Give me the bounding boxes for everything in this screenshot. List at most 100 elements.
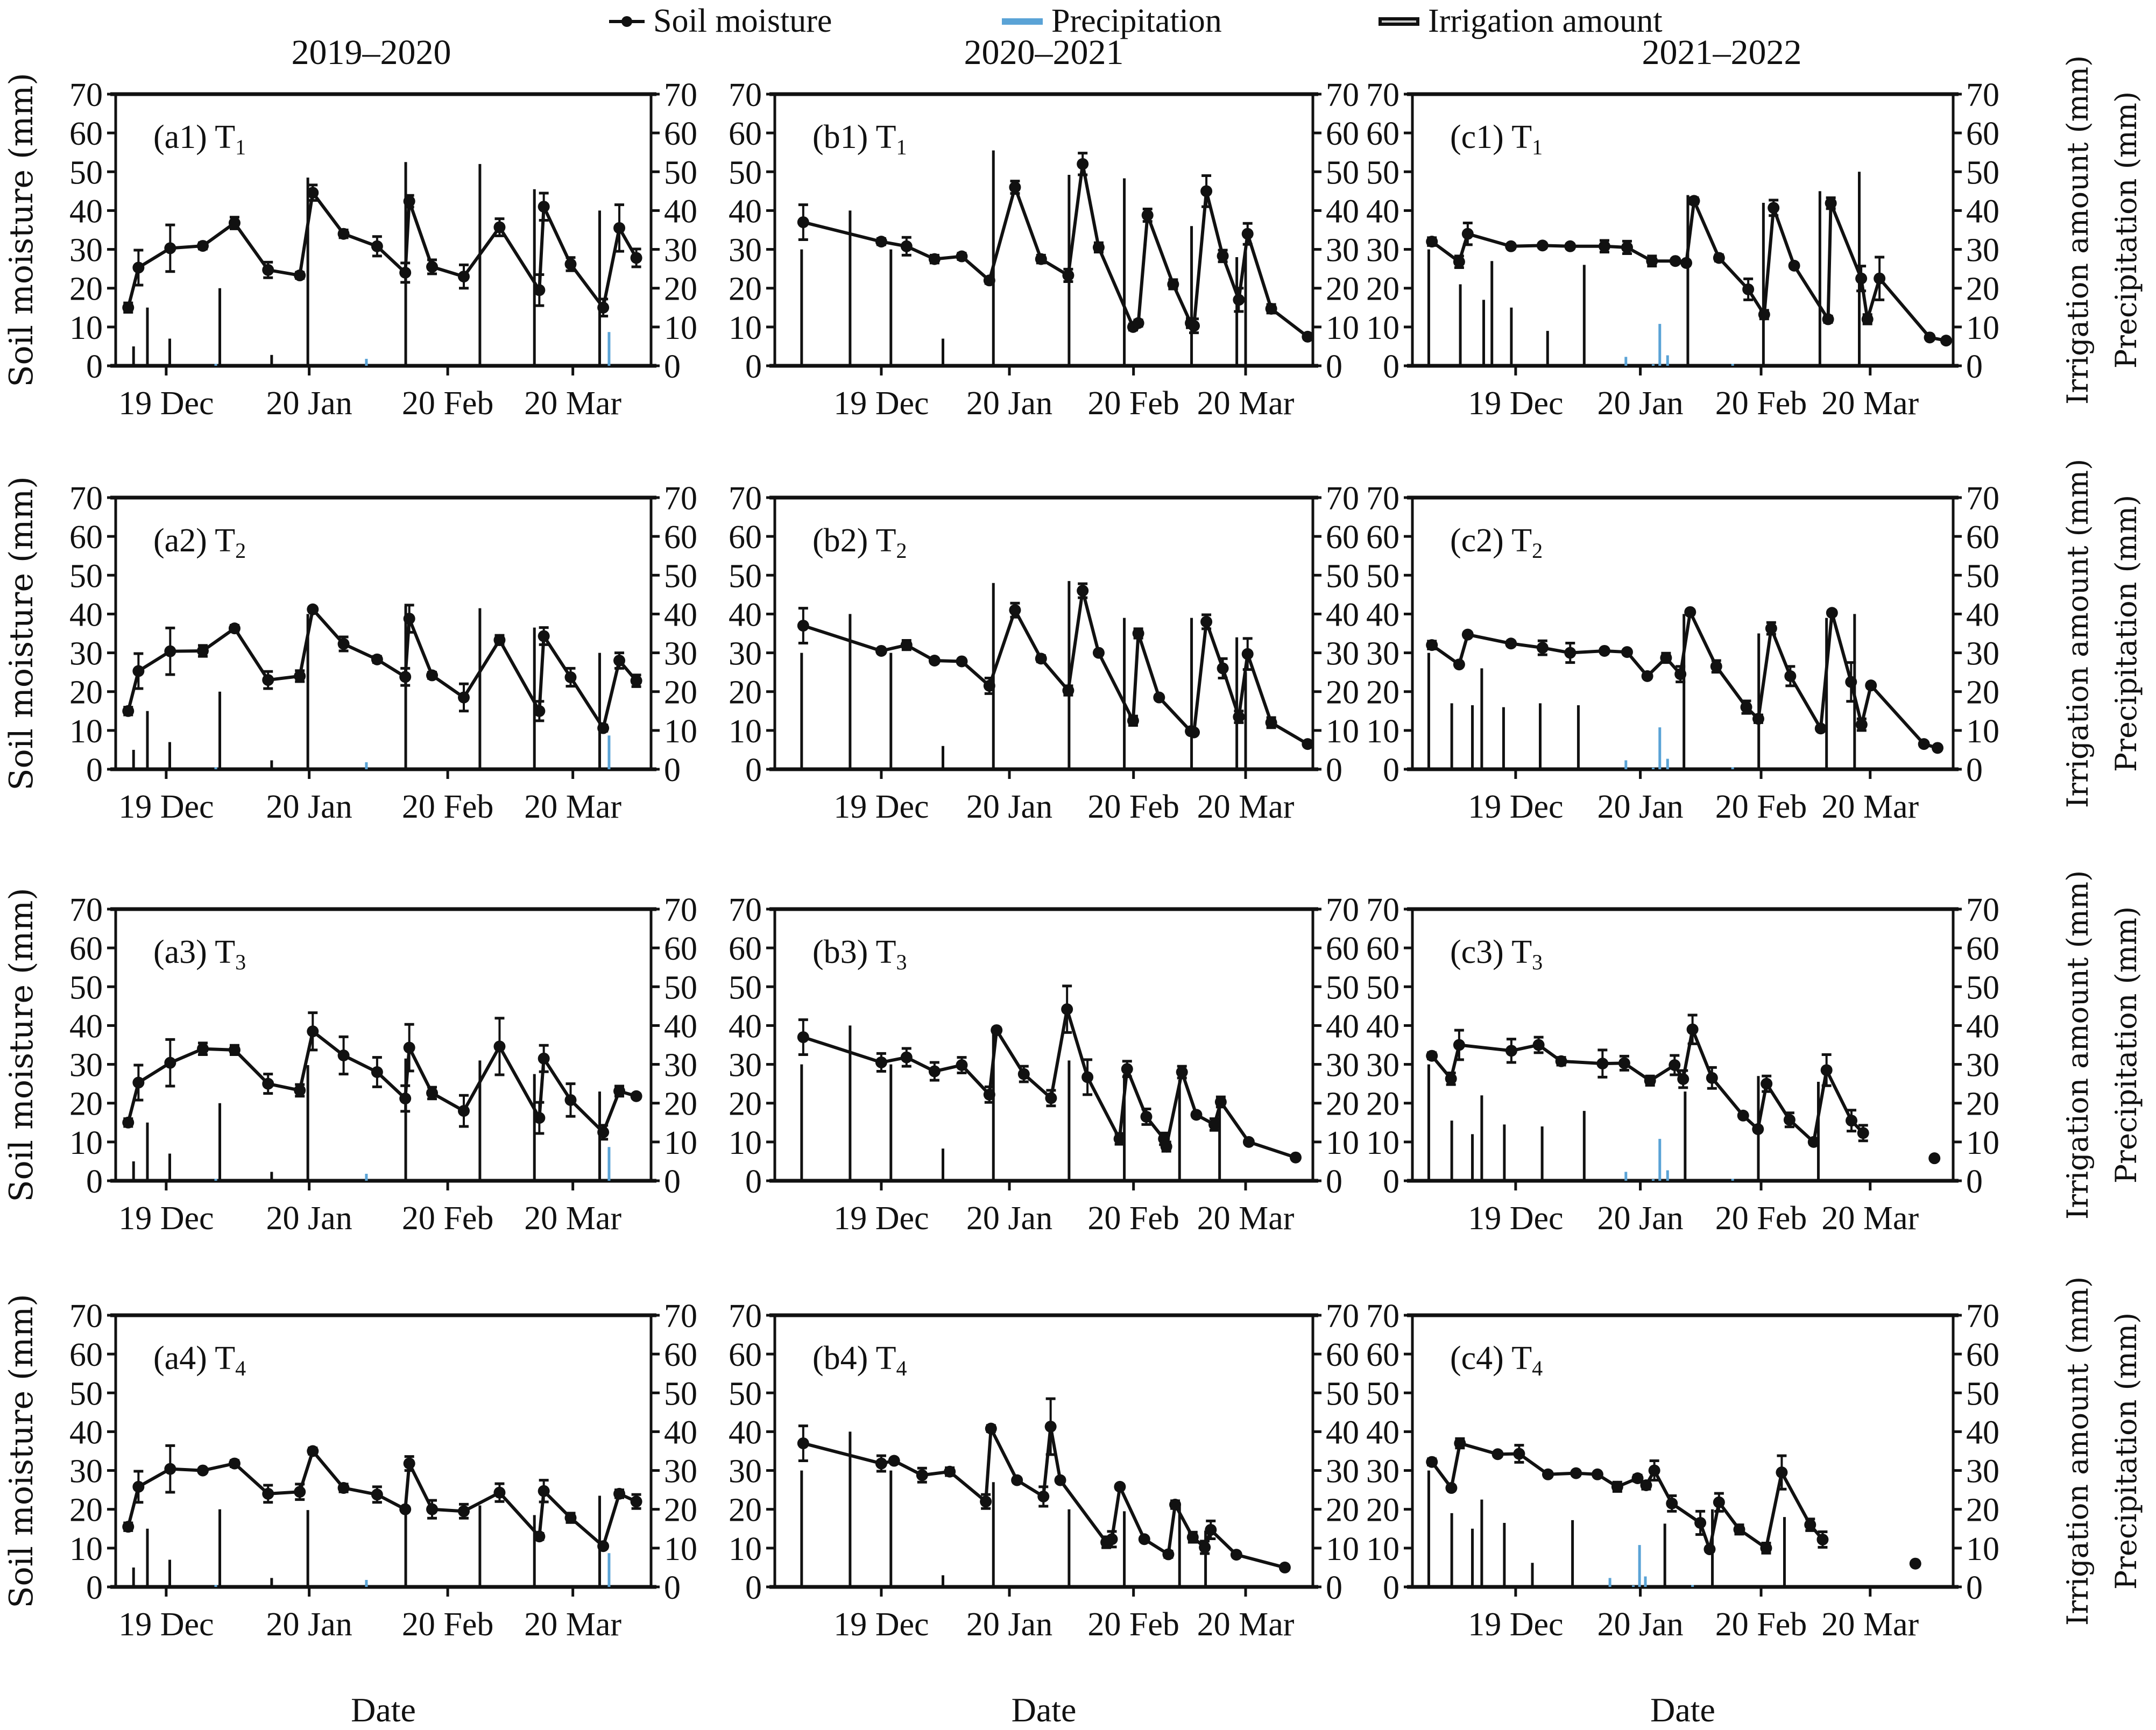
- soil-moisture-point: [1426, 1050, 1438, 1062]
- soil-moisture-point: [262, 264, 274, 276]
- panel-label-subscript: 2: [1532, 538, 1543, 563]
- panel-label: (b1) T1: [812, 119, 907, 159]
- y-tick-label-right: 40: [664, 1008, 697, 1045]
- soil-moisture-point: [1461, 228, 1474, 240]
- soil-moisture-line: [802, 590, 1309, 746]
- legend-label-soil-moisture: Soil moisture: [653, 3, 832, 39]
- y-tick-label-right: 40: [1966, 597, 1999, 633]
- x-tick-label: 20 Jan: [266, 1606, 352, 1643]
- soil-moisture-point: [900, 240, 913, 252]
- y-tick-label-right: 40: [664, 597, 697, 633]
- y-tick-label-left: 60: [1366, 931, 1399, 967]
- soil-moisture-point: [630, 252, 642, 264]
- x-tick-label: 19 Dec: [833, 1606, 929, 1643]
- soil-moisture-point: [983, 1088, 995, 1101]
- soil-moisture-point: [1153, 691, 1165, 704]
- soil-moisture-point: [1783, 1114, 1796, 1126]
- soil-moisture-point: [1536, 642, 1549, 654]
- y-tick-label-right: 70: [1326, 480, 1359, 517]
- soil-moisture-point: [1132, 627, 1144, 640]
- y-tick-label-left: 70: [69, 1298, 103, 1335]
- y-tick-label-right: 20: [664, 675, 697, 711]
- y-tick-label-left: 70: [69, 892, 103, 928]
- y-tick-label-left: 0: [1383, 349, 1399, 385]
- soil-moisture-point: [1426, 236, 1438, 248]
- soil-moisture-point: [1009, 604, 1021, 616]
- y-tick-label-right: 40: [1966, 1414, 1999, 1451]
- x-tick-label: 20 Feb: [1715, 1606, 1807, 1643]
- y-tick-label-left: 70: [729, 1298, 762, 1335]
- y-tick-label-right: 40: [1326, 597, 1359, 633]
- soil-moisture-point: [1505, 1045, 1517, 1057]
- x-tick-label: 20 Feb: [1087, 1200, 1179, 1237]
- soil-moisture-point: [875, 1457, 887, 1470]
- soil-moisture-point: [1758, 308, 1770, 321]
- y-tick-label-left: 30: [1366, 232, 1399, 269]
- soil-moisture-point: [1761, 1077, 1773, 1090]
- soil-moisture-point: [1054, 1474, 1066, 1486]
- y-axis-label-right-irrigation: Irrigation amount (mm): [2061, 55, 2095, 405]
- y-tick-label-right: 20: [1326, 1086, 1359, 1123]
- y-tick-label-right: 0: [1326, 1570, 1342, 1606]
- soil-moisture-point: [1188, 726, 1200, 739]
- soil-moisture-point: [262, 674, 274, 686]
- soil-moisture-point: [944, 1465, 956, 1478]
- y-tick-label-right: 60: [1966, 116, 1999, 152]
- y-tick-label-left: 60: [729, 116, 762, 152]
- soil-moisture-point: [1776, 1466, 1788, 1479]
- y-tick-label-left: 40: [69, 193, 103, 230]
- y-tick-label-left: 0: [1383, 1570, 1399, 1606]
- soil-moisture-point: [1591, 1468, 1603, 1480]
- soil-moisture-point: [1703, 1543, 1716, 1556]
- soil-moisture-point: [1598, 240, 1610, 252]
- y-tick-label-left: 0: [745, 1570, 762, 1606]
- soil-moisture-point: [1713, 1496, 1725, 1508]
- soil-moisture-point: [613, 1085, 626, 1097]
- soil-moisture-point: [399, 1503, 412, 1515]
- soil-moisture-point: [1621, 241, 1633, 253]
- y-tick-label-left: 0: [745, 1164, 762, 1200]
- y-tick-label-right: 20: [1966, 1492, 1999, 1529]
- y-tick-label-left: 50: [69, 154, 103, 191]
- soil-moisture-point: [1814, 722, 1827, 735]
- panel-label-subscript: 3: [1532, 950, 1543, 974]
- y-tick-label-left: 0: [86, 1164, 103, 1200]
- soil-moisture-point: [564, 258, 577, 270]
- precipitation-legend-icon: [1002, 18, 1043, 25]
- soil-moisture-point: [1092, 647, 1105, 659]
- y-tick-label-left: 60: [1366, 116, 1399, 152]
- y-tick-label-left: 70: [1366, 892, 1399, 928]
- y-tick-label-right: 50: [664, 154, 697, 191]
- panel-label: (a3) T3: [153, 934, 246, 974]
- y-tick-label-left: 10: [69, 310, 103, 346]
- y-tick-label-right: 50: [664, 1376, 697, 1412]
- soil-moisture-point: [1176, 1066, 1188, 1078]
- x-tick-label: 20 Feb: [402, 789, 494, 825]
- y-axis-label-right-precipitation: Precipitation (mm): [2109, 91, 2143, 368]
- soil-moisture-point: [403, 1457, 415, 1470]
- y-tick-label-right: 50: [1326, 1376, 1359, 1412]
- y-tick-label-right: 0: [664, 752, 681, 789]
- x-tick-label: 20 Feb: [402, 385, 494, 422]
- y-tick-label-left: 50: [729, 558, 762, 594]
- y-tick-label-left: 40: [729, 1008, 762, 1045]
- y-tick-label-left: 50: [69, 558, 103, 594]
- y-tick-label-right: 50: [1326, 558, 1359, 594]
- y-tick-label-right: 70: [664, 892, 697, 928]
- soil-moisture-point: [1132, 317, 1144, 329]
- y-tick-label-left: 30: [69, 636, 103, 672]
- y-tick-label-left: 20: [729, 675, 762, 711]
- soil-moisture-point: [493, 1040, 506, 1053]
- y-tick-label-right: 30: [664, 232, 697, 269]
- x-tick-label: 20 Mar: [524, 789, 621, 825]
- soil-moisture-point: [228, 217, 241, 229]
- soil-moisture-point: [1855, 719, 1868, 731]
- panel-label-subscript: 1: [1532, 135, 1543, 159]
- y-tick-label-right: 60: [664, 116, 697, 152]
- y-tick-label-left: 30: [1366, 636, 1399, 672]
- y-tick-label-left: 50: [69, 969, 103, 1006]
- soil-moisture-point: [307, 1445, 319, 1457]
